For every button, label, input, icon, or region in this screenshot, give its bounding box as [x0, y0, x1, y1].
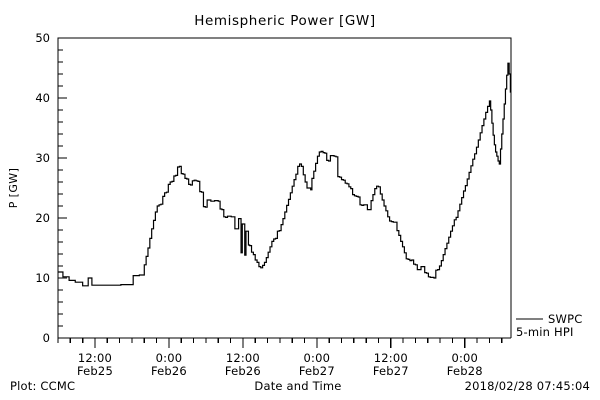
- data-series-group: [58, 62, 511, 287]
- x-tick-label-time: 0:00: [156, 351, 183, 365]
- y-axis-ticks: 0 10 20 30 40 50: [35, 31, 67, 345]
- x-tick-label-time: 12:00: [226, 351, 260, 365]
- x-tick-label-date: Feb27: [373, 364, 409, 378]
- x-tick-label-time: 12:00: [374, 351, 408, 365]
- x-axis-ticks: 12:00Feb250:00Feb2612:00Feb260:00Feb2712…: [57, 338, 503, 378]
- plot-frame: [57, 37, 512, 339]
- x-tick-label-date: Feb26: [151, 364, 187, 378]
- y-tick-label: 0: [43, 331, 50, 345]
- y-tick-label: 50: [35, 31, 50, 45]
- footer-timestamp: 2018/02/28 07:45:04: [465, 379, 590, 393]
- x-tick-label-date: Feb28: [447, 364, 483, 378]
- chart-legend: SWPC 5-min HPI: [516, 312, 582, 339]
- x-tick-label-date: Feb26: [225, 364, 261, 378]
- x-tick-label-date: Feb27: [299, 364, 335, 378]
- footer-plot-source: Plot: CCMC: [10, 379, 75, 393]
- legend-label-swpc: SWPC: [548, 312, 582, 326]
- y-axis-label: P [GW]: [7, 168, 20, 209]
- x-tick-label-time: 0:00: [304, 351, 331, 365]
- y-tick-label: 30: [35, 151, 50, 165]
- x-axis-label: Date and Time: [254, 379, 341, 393]
- y-tick-label: 40: [35, 91, 50, 105]
- page-title: Hemispheric Power [GW]: [194, 13, 376, 29]
- x-tick-label-date: Feb25: [77, 364, 113, 378]
- data-series-line-0: [58, 62, 511, 287]
- legend-sublabel-hpi: 5-min HPI: [516, 325, 574, 339]
- y-tick-label: 20: [35, 211, 50, 225]
- y-tick-label: 10: [35, 271, 50, 285]
- x-tick-label-time: 0:00: [451, 351, 478, 365]
- x-tick-label-time: 12:00: [78, 351, 112, 365]
